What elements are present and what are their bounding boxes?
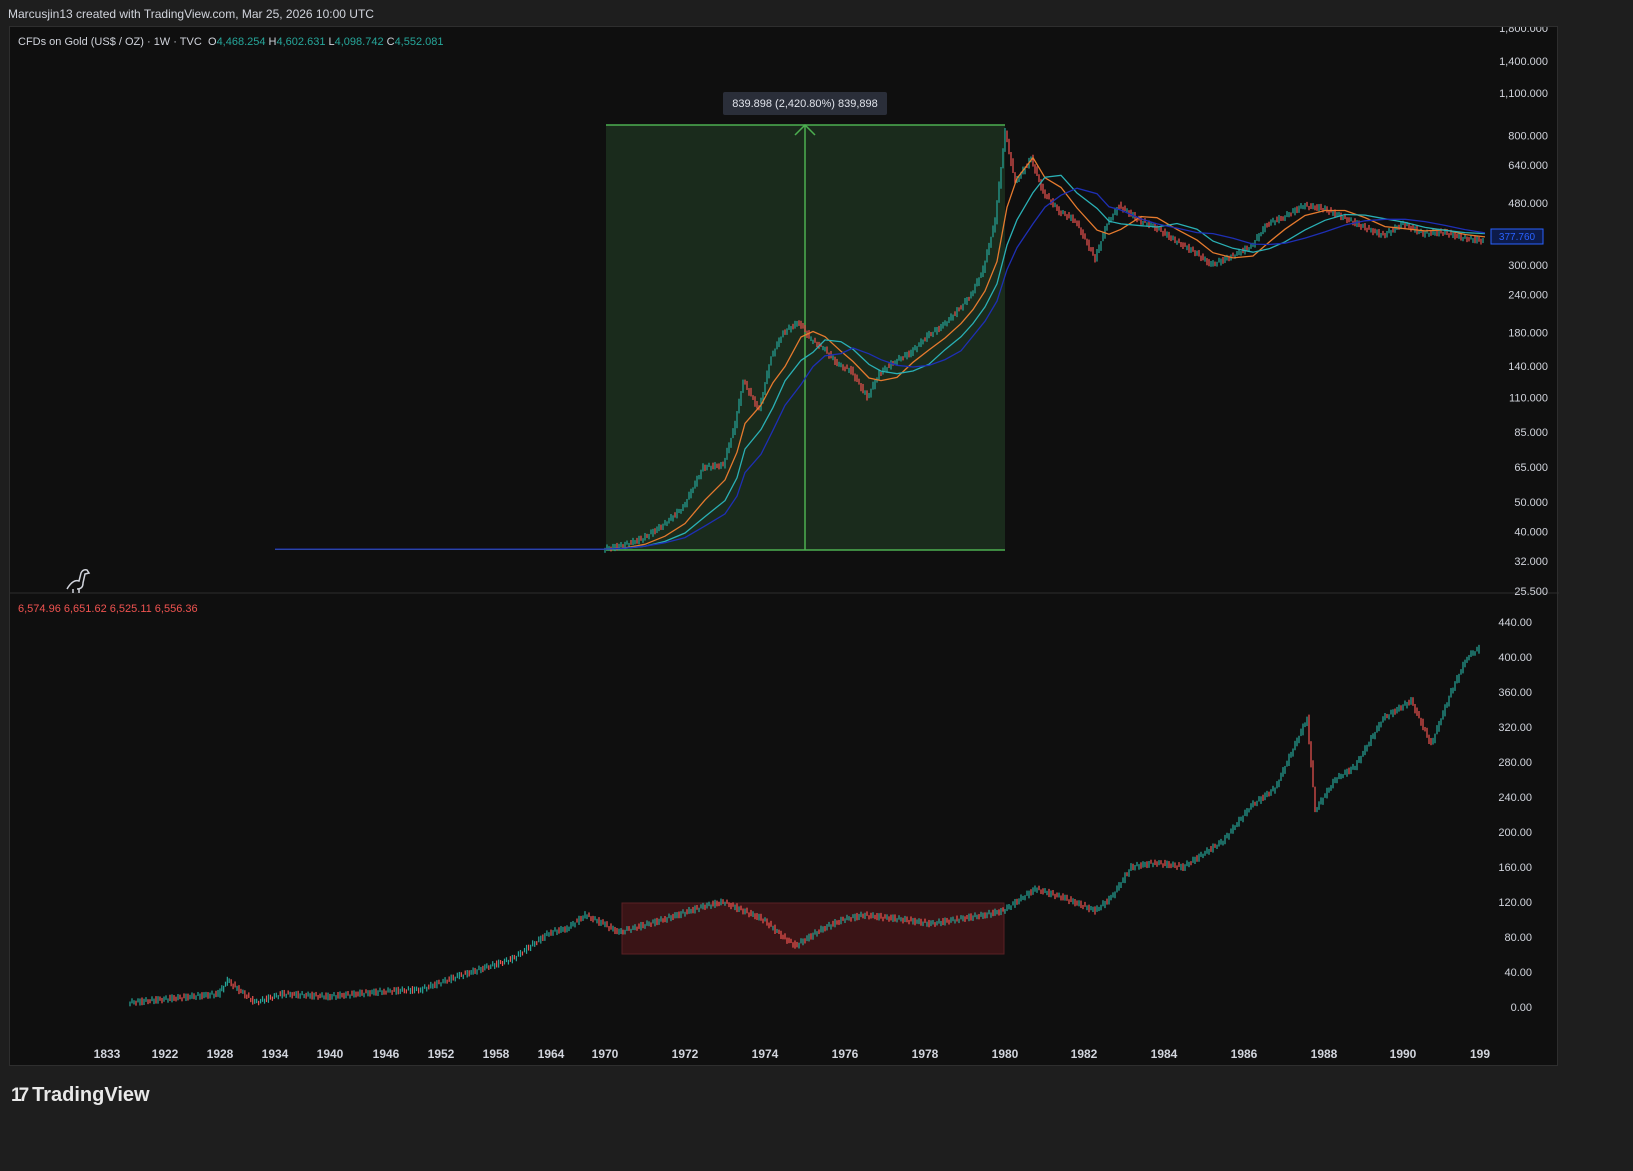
x-tick-label: 1952 xyxy=(428,1047,455,1061)
time-axis: 1833 1922 1928 1934 1940 1946 1952 1958 1964 1970… xyxy=(94,1047,1491,1061)
moving-average-line xyxy=(275,187,1486,550)
bottom-y-tick-label: 440.00 xyxy=(1498,617,1532,629)
top-y-tick-label: 800.000 xyxy=(1508,130,1548,142)
top-ohlc-legend: O4,468.254 H4,602.631 L4,098.742 C4,552.… xyxy=(208,36,444,48)
tradingview-logo[interactable]: 17 TradingView xyxy=(11,1084,150,1107)
x-tick-label: 1978 xyxy=(912,1047,939,1061)
top-y-tick-label: 1,100.000 xyxy=(1499,88,1548,100)
symbol-title: CFDs on Gold (US$ / OZ) · 1W · TVC xyxy=(18,36,202,48)
range-arrow-head xyxy=(794,123,816,136)
top-y-tick-label: 1,800.000 xyxy=(1499,27,1548,35)
ohlc-value-H: 4,602.631 xyxy=(277,36,326,48)
gold-price-series xyxy=(275,127,1486,553)
range-label-bg xyxy=(723,92,887,115)
x-tick-label: 1940 xyxy=(317,1047,344,1061)
bottom-y-tick-label: 360.00 xyxy=(1498,687,1532,699)
bottom-y-tick-label: 400.00 xyxy=(1498,652,1532,664)
ohlc-key-L: L xyxy=(325,36,334,48)
top-y-tick-label: 640.000 xyxy=(1508,160,1548,172)
x-tick-label: 1922 xyxy=(152,1047,179,1061)
x-tick-label: 1984 xyxy=(1151,1047,1178,1061)
bottom-y-tick-label: 120.00 xyxy=(1498,897,1532,909)
top-y-tick-label: 240.000 xyxy=(1508,289,1548,301)
top-y-tick-label: 300.000 xyxy=(1508,260,1548,272)
top-price-axis: 1,800.000 1,400.000 1,100.000 800.000 640.00… xyxy=(1499,23,1548,598)
top-y-tick-label: 85.000 xyxy=(1514,427,1548,439)
x-tick-label: 1964 xyxy=(538,1047,565,1061)
chart-canvas[interactable]: CFDs on Gold (US$ / OZ) · 1W · TVC O4,46… xyxy=(10,23,1559,1067)
x-tick-label: 1980 xyxy=(992,1047,1019,1061)
bottom-y-tick-label: 80.00 xyxy=(1504,932,1532,944)
bottom-y-tick-label: 160.00 xyxy=(1498,862,1532,874)
ohlc-key-O: O xyxy=(208,36,217,48)
top-y-tick-label: 180.000 xyxy=(1508,328,1548,340)
top-y-tick-label: 110.000 xyxy=(1509,393,1548,405)
x-tick-label: 1958 xyxy=(483,1047,510,1061)
x-tick-label: 199 xyxy=(1470,1047,1490,1061)
x-tick-label: 1946 xyxy=(373,1047,400,1061)
top-y-tick-label: 25.500 xyxy=(1514,586,1548,598)
top-y-tick-label: 50.000 xyxy=(1514,497,1548,509)
x-tick-label: 1976 xyxy=(832,1047,859,1061)
index-price-series xyxy=(129,644,1480,1007)
top-y-tick-label: 65.000 xyxy=(1514,462,1548,474)
bottom-price-axis: 440.00 400.00 360.00 320.00 280.00 240.00 200.… xyxy=(1498,617,1532,1014)
moving-average-line xyxy=(275,174,1486,550)
x-tick-label: 1833 xyxy=(94,1047,121,1061)
bottom-y-tick-label: 280.00 xyxy=(1498,757,1532,769)
x-tick-label: 1990 xyxy=(1390,1047,1417,1061)
x-tick-label: 1970 xyxy=(592,1047,619,1061)
x-tick-label: 1988 xyxy=(1311,1047,1338,1061)
price-badge: 377.760 xyxy=(1499,232,1536,243)
top-y-tick-label: 480.000 xyxy=(1508,198,1548,210)
bottom-y-tick-label: 40.00 xyxy=(1504,967,1532,979)
ohlc-key-C: C xyxy=(384,36,395,48)
bottom-y-tick-label: 0.00 xyxy=(1511,1002,1532,1014)
dinosaur-icon xyxy=(66,569,91,593)
ohlc-value-L: 4,098.742 xyxy=(335,36,384,48)
bottom-y-tick-label: 200.00 xyxy=(1498,827,1532,839)
ohlc-value-O: 4,468.254 xyxy=(217,36,266,48)
price-badge-bg xyxy=(1490,228,1544,245)
tradingview-logo-icon: 17 xyxy=(11,1084,29,1106)
top-y-tick-label: 1,400.000 xyxy=(1499,56,1548,68)
x-tick-label: 1986 xyxy=(1231,1047,1258,1061)
range-label: 839.898 (2,420.80%) 839,898 xyxy=(732,98,878,110)
x-tick-label: 1934 xyxy=(262,1047,289,1061)
moving-average-line xyxy=(275,156,1486,550)
bottom-y-tick-label: 240.00 xyxy=(1498,792,1532,804)
sideways-range-box[interactable] xyxy=(621,902,1005,955)
brand-name: TradingView xyxy=(32,1084,150,1106)
chart-credit: Marcusjin13 created with TradingView.com… xyxy=(8,7,374,21)
top-y-tick-label: 32.000 xyxy=(1514,556,1548,568)
bottom-ohlc-legend: 6,574.96 6,651.62 6,525.11 6,556.36 xyxy=(18,603,198,615)
ohlc-key-H: H xyxy=(266,36,277,48)
chart-frame[interactable]: CFDs on Gold (US$ / OZ) · 1W · TVC O4,46… xyxy=(9,23,1559,1067)
ohlc-value-C: 4,552.081 xyxy=(395,36,444,48)
x-tick-label: 1972 xyxy=(672,1047,699,1061)
top-y-tick-label: 140.000 xyxy=(1508,361,1548,373)
x-tick-label: 1982 xyxy=(1071,1047,1098,1061)
top-y-tick-label: 40.000 xyxy=(1514,526,1548,538)
bottom-y-tick-label: 320.00 xyxy=(1498,722,1532,734)
x-tick-label: 1974 xyxy=(752,1047,779,1061)
x-tick-label: 1928 xyxy=(207,1047,234,1061)
